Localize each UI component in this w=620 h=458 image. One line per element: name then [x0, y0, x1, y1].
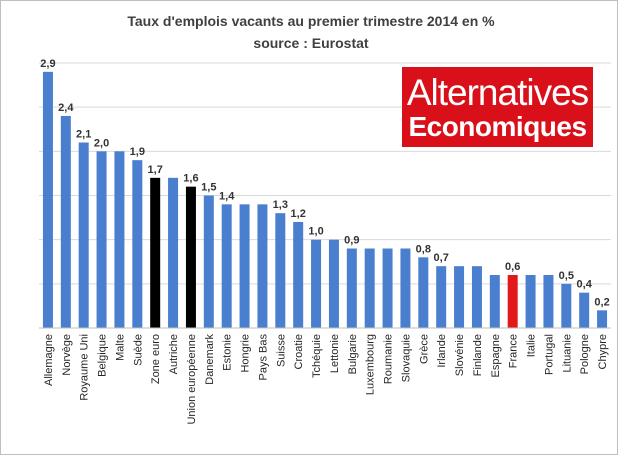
x-tick-label: Bulgarie — [347, 334, 359, 374]
x-tick-label: Union européenne — [186, 334, 198, 425]
value-label: 1,6 — [183, 173, 198, 185]
x-tick-label: Italie — [526, 334, 538, 357]
value-label: 2,9 — [40, 58, 55, 70]
bar — [364, 248, 375, 328]
x-tick-label: Pays Bas — [257, 334, 269, 381]
bar — [382, 248, 393, 328]
value-label: 0,6 — [505, 261, 520, 273]
bar — [543, 275, 554, 328]
bar — [78, 142, 89, 328]
bar — [525, 275, 536, 328]
x-tick-label: Malte — [114, 334, 126, 361]
value-label: 0,8 — [416, 243, 431, 255]
bar — [507, 275, 518, 328]
alternatives-economiques-logo: Alternatives Economiques — [402, 67, 593, 147]
x-tick-label: Luxembourg — [365, 334, 377, 395]
bar — [203, 195, 214, 328]
x-tick-label: Lituanie — [561, 334, 573, 373]
bar — [400, 248, 411, 328]
bar — [454, 266, 465, 328]
x-tick-label: Pologne — [579, 334, 591, 374]
x-tick-labels: Allemagne Norvège Royaume Uni Belgique Malte… — [43, 334, 609, 425]
bar — [471, 266, 482, 328]
bar — [275, 213, 286, 328]
bar — [150, 177, 161, 328]
x-tick-label: Slovénie — [454, 334, 466, 376]
bar — [579, 292, 590, 328]
x-tick-label: Danemark — [204, 334, 216, 385]
chart-subtitle: source : Eurostat — [253, 35, 369, 51]
x-tick-label: Suède — [132, 334, 144, 366]
value-label: 1,7 — [148, 164, 163, 176]
bar — [239, 204, 250, 328]
value-label: 1,5 — [201, 182, 216, 194]
bar — [346, 248, 357, 328]
x-tick-label: Slovaquie — [400, 334, 412, 382]
x-tick-label: Autriche — [168, 334, 180, 374]
x-tick-label: Portugal — [543, 334, 555, 375]
x-tick-label: Royaume Uni — [79, 334, 91, 401]
bar — [561, 283, 572, 328]
x-tick-label: Croatie — [293, 334, 305, 369]
value-label: 1,4 — [219, 190, 235, 202]
bar — [328, 239, 339, 328]
bar — [597, 310, 608, 328]
value-label: 2,0 — [94, 137, 109, 149]
value-label: 1,0 — [308, 226, 323, 238]
value-label: 1,3 — [273, 199, 288, 211]
value-label: 0,7 — [434, 252, 449, 264]
bar — [168, 177, 179, 328]
bar — [311, 239, 322, 328]
x-tick-label: Belgique — [97, 334, 109, 377]
bar — [60, 116, 71, 328]
x-tick-label: Roumanie — [383, 334, 395, 384]
logo-line2: Economiques — [408, 111, 587, 142]
x-tick-label: Suisse — [275, 334, 287, 367]
x-tick-label: Allemagne — [43, 334, 55, 386]
x-tick-label: Finlande — [472, 334, 484, 376]
x-tick-label: Espagne — [490, 334, 502, 377]
value-label: 0,4 — [577, 279, 593, 291]
bar — [96, 151, 107, 328]
value-label: 2,1 — [76, 129, 91, 141]
bar — [489, 275, 500, 328]
bar — [185, 186, 196, 328]
chart-title: Taux d'emplois vacants au premier trimes… — [127, 13, 495, 29]
bar — [436, 266, 447, 328]
x-tick-label: Grèce — [418, 334, 430, 364]
value-labels: 2,9 2,4 2,12,0 1,91,7 1,61,51,4 1,31,21,0 0,9 0… — [40, 58, 609, 309]
x-tick-label: Chypre — [597, 334, 609, 369]
bar — [132, 160, 143, 328]
bar — [42, 71, 53, 328]
bar — [221, 204, 232, 328]
x-tick-label: Irlande — [436, 334, 448, 368]
x-tick-label: Norvège — [61, 334, 73, 376]
x-tick-label: France — [508, 334, 520, 368]
bar — [114, 151, 125, 328]
value-label: 0,9 — [344, 235, 359, 247]
value-label: 1,9 — [130, 146, 145, 158]
bar — [293, 222, 304, 328]
x-tick-label: Zone euro — [150, 334, 162, 384]
value-label: 1,2 — [291, 208, 306, 220]
value-label: 2,4 — [58, 102, 74, 114]
bar — [418, 257, 429, 328]
x-tick-label: Lettonie — [329, 334, 341, 373]
x-tick-label: Tchéquie — [311, 334, 323, 378]
logo-line1: Alternatives — [406, 72, 589, 113]
bar — [257, 204, 268, 328]
x-tick-label: Estonie — [222, 334, 234, 371]
x-tick-label: Hongrie — [240, 334, 252, 373]
bars — [42, 71, 608, 328]
value-label: 0,2 — [594, 296, 609, 308]
value-label: 0,5 — [559, 270, 574, 282]
